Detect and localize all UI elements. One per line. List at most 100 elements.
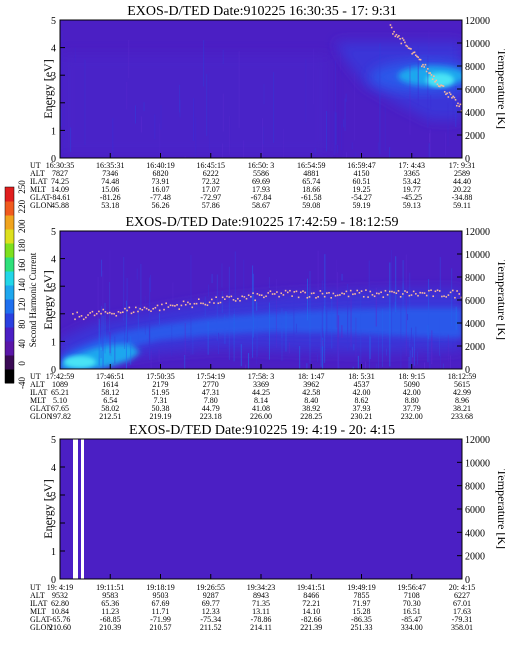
orbit-value: 230.21 [351, 412, 373, 421]
colorbar-segment [5, 355, 14, 370]
orbit-value: 2589 [454, 169, 470, 178]
temperature-point [332, 292, 335, 295]
temperature-point [442, 85, 445, 87]
spectrogram-streak [442, 363, 444, 369]
spectrogram-streak [305, 58, 307, 123]
temperature-point [174, 305, 176, 307]
orbit-row-label: ALT [30, 380, 45, 389]
orbit-value: 7346 [102, 169, 118, 178]
temperature-point [176, 304, 178, 306]
orbit-value: 5090 [404, 380, 420, 389]
panel-3-y2label: Temperature [K] [495, 469, 505, 549]
temperature-point [263, 296, 265, 299]
temperature-point [247, 294, 250, 297]
orbit-value: -79.31 [452, 615, 473, 624]
orbit-value: 8466 [303, 591, 319, 600]
temperature-point [393, 30, 395, 33]
panel-3-title: EXOS-D/TED Date:910225 19: 4:19 - 20: 4:… [129, 423, 395, 438]
colorbar-segment [5, 271, 14, 286]
temperature-point [171, 304, 174, 307]
temperature-point [417, 294, 419, 297]
spectrogram-streak [123, 256, 125, 321]
spectrogram-streak [282, 128, 284, 158]
orbit-value: -75.34 [200, 615, 221, 624]
spectrogram-streak [428, 279, 430, 340]
orbit-value: 210.60 [49, 623, 71, 632]
spectrogram-streak [140, 263, 142, 313]
ytick-label: 0 [51, 365, 56, 376]
temperature-point [404, 41, 406, 44]
orbit-value: 38.92 [302, 404, 320, 413]
spectrogram-streak [324, 254, 326, 309]
orbit-value: 13.11 [252, 607, 270, 616]
spectrogram-streak [447, 334, 449, 362]
temperature-point [245, 297, 248, 300]
orbit-value: 51.95 [152, 388, 170, 397]
temperature-point [158, 309, 161, 312]
panel-3-spectrogram [73, 439, 84, 579]
temperature-point [128, 306, 131, 309]
ytick-label: 0 [51, 575, 56, 586]
temperature-point [297, 296, 300, 299]
spectrogram-streak [234, 251, 236, 305]
temperature-point [430, 289, 432, 292]
temperature-point [269, 290, 272, 293]
temperature-point [117, 310, 120, 313]
orbit-value: 228.25 [300, 412, 322, 421]
orbit-value: -54.27 [351, 193, 372, 202]
spectrogram-streak [109, 250, 111, 356]
orbit-value: -67.84 [251, 193, 272, 202]
ytick-label: 4 [51, 44, 56, 55]
temperature-point [445, 93, 447, 96]
temperature-point [410, 48, 412, 50]
orbit-value: 16.51 [403, 607, 421, 616]
ytick-label: 5 [51, 435, 56, 446]
temperature-point [282, 294, 285, 296]
y2tick-label: 0 [465, 575, 470, 586]
orbit-value: 211.52 [200, 623, 222, 632]
spectrogram-streak [345, 93, 347, 102]
temperature-point [439, 85, 441, 88]
temperature-point [399, 38, 401, 40]
temperature-point [289, 289, 291, 292]
temperature-point [460, 296, 462, 299]
spectrogram-streak [248, 353, 250, 369]
temperature-point [219, 301, 222, 304]
temperature-point [293, 291, 296, 293]
spectrogram-streak [224, 313, 226, 321]
spectrogram-streak [130, 336, 132, 365]
spectrogram-streak [252, 265, 254, 358]
spectrogram-streak [337, 144, 339, 154]
temperature-point [148, 309, 150, 311]
temperature-point [85, 316, 87, 319]
orbit-value: 42.99 [453, 388, 471, 397]
temperature-point [413, 51, 416, 54]
ytick-label: 1 [51, 547, 56, 558]
spectrogram-streak [347, 283, 349, 351]
colorbar-tick-label: 160 [17, 258, 27, 272]
spectrogram-streak [409, 346, 411, 360]
spectrogram-streak [136, 268, 138, 280]
panel-2-ylabel: Energy [eV] [41, 270, 55, 329]
temperature-point [459, 103, 462, 106]
temperature-point [321, 292, 324, 295]
colorbar-segment [5, 313, 14, 328]
temperature-point [434, 290, 437, 293]
temperature-point [446, 92, 448, 95]
temperature-point [91, 310, 94, 313]
orbit-value: 212.51 [99, 412, 121, 421]
temperature-point [150, 310, 152, 313]
spectrogram-streak [74, 47, 76, 63]
temperature-point [213, 302, 215, 304]
orbit-value: 1089 [52, 380, 68, 389]
temperature-point [108, 311, 111, 314]
temperature-point [458, 293, 461, 295]
temperature-point [412, 290, 415, 293]
spectrogram-streak [293, 298, 295, 347]
temperature-point [139, 307, 141, 310]
spectrogram-streak [262, 126, 264, 145]
spectrogram-streak [281, 308, 283, 338]
temperature-point [369, 290, 372, 293]
temperature-point [408, 47, 411, 50]
y2tick-label: 12000 [465, 435, 490, 446]
